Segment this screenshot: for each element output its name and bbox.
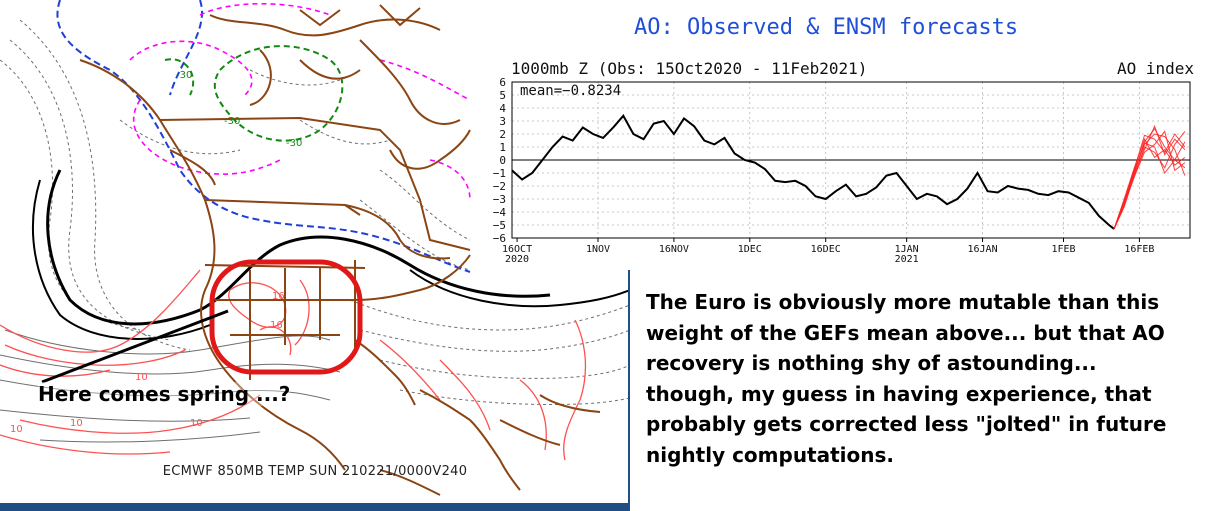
chart-mean-annotation: mean=−0.8234 bbox=[520, 83, 621, 99]
cold-contours bbox=[56, 0, 471, 273]
x-tick-label: 16NOV bbox=[659, 244, 689, 255]
ao-chart-background bbox=[476, 0, 1232, 270]
y-tick-label: −1 bbox=[493, 167, 506, 180]
y-tick-label: 2 bbox=[499, 128, 506, 141]
series-layer bbox=[511, 114, 1186, 230]
y-tick-label: −2 bbox=[493, 180, 506, 193]
observed-ao-line bbox=[511, 114, 1115, 230]
commentary-line: recovery is nothing shy of astounding... bbox=[646, 351, 1097, 375]
map-annotation: Here comes spring ...? bbox=[38, 382, 291, 406]
plot-frame bbox=[511, 81, 1191, 239]
x-tick-label: 2021 bbox=[895, 254, 919, 265]
contour-label: 10 bbox=[70, 418, 83, 429]
x-tick-label: 1FEB bbox=[1051, 244, 1075, 255]
x-tick-label: 16JAN bbox=[967, 244, 997, 255]
commentary-line: probably gets corrected less "jolted" in… bbox=[646, 412, 1167, 436]
contour-label: -30 bbox=[286, 138, 302, 149]
contour-label: 10 bbox=[190, 418, 203, 429]
y-tick-label: −4 bbox=[493, 206, 507, 219]
contour-label: -30 bbox=[224, 116, 240, 127]
chart-title: AO: Observed & ENSM forecasts bbox=[634, 15, 1018, 40]
contour-label: 16 bbox=[270, 320, 283, 331]
commentary-line: The Euro is obviously more mutable than … bbox=[646, 290, 1160, 314]
y-tick-label: 4 bbox=[499, 102, 506, 115]
ao-chart-panel: AO: Observed & ENSM forecasts 1000mb Z (… bbox=[476, 0, 1232, 270]
x-tick-label: 16DEC bbox=[811, 244, 841, 255]
annotation-pointer bbox=[41, 309, 229, 384]
contour-label: 10 bbox=[135, 372, 148, 383]
contour-label: 10 bbox=[10, 424, 23, 435]
y-tick-label: −3 bbox=[493, 193, 506, 206]
map-bottom-bar bbox=[0, 503, 628, 511]
chart-subtitle: 1000mb Z (Obs: 15Oct2020 - 11Feb2021) bbox=[511, 59, 867, 78]
x-tick-label: 16FEB bbox=[1124, 244, 1154, 255]
x-tick-label: 2020 bbox=[505, 254, 529, 265]
ao-chart: AO: Observed & ENSM forecasts 1000mb Z (… bbox=[476, 0, 1232, 270]
ensemble-member-line bbox=[1113, 130, 1186, 230]
y-tick-label: 1 bbox=[499, 141, 506, 154]
x-tick-label: 1NOV bbox=[586, 244, 610, 255]
contour-label: -30 bbox=[176, 70, 192, 81]
chart-right-label: AO index bbox=[1117, 59, 1194, 78]
grid bbox=[512, 82, 1190, 238]
x-tick-label: 1JAN bbox=[895, 244, 919, 255]
y-tick-label: 6 bbox=[499, 76, 506, 89]
y-tick-label: −6 bbox=[493, 232, 506, 245]
commentary-line: weight of the GEFs mean above... but tha… bbox=[646, 320, 1165, 345]
contour-label: 16 bbox=[272, 291, 285, 302]
map-caption: ECMWF 850MB TEMP SUN 210221/0000V240 bbox=[162, 464, 468, 479]
x-tick-label: 16OCT bbox=[502, 244, 532, 255]
ensemble-member-line bbox=[1113, 133, 1186, 230]
commentary-line: nightly computations. bbox=[646, 442, 895, 467]
commentary: The Euro is obviously more mutable than … bbox=[646, 287, 1226, 470]
y-tick-label: 3 bbox=[499, 115, 506, 128]
y-tick-label: 5 bbox=[499, 89, 506, 102]
coldest-contours bbox=[164, 45, 344, 142]
y-tick-label: 0 bbox=[499, 154, 506, 167]
commentary-line: though, my guess in having experience, t… bbox=[646, 381, 1152, 406]
x-tick-label: 1DEC bbox=[738, 244, 762, 255]
y-tick-label: −5 bbox=[493, 219, 506, 232]
warm-contours bbox=[0, 269, 587, 461]
